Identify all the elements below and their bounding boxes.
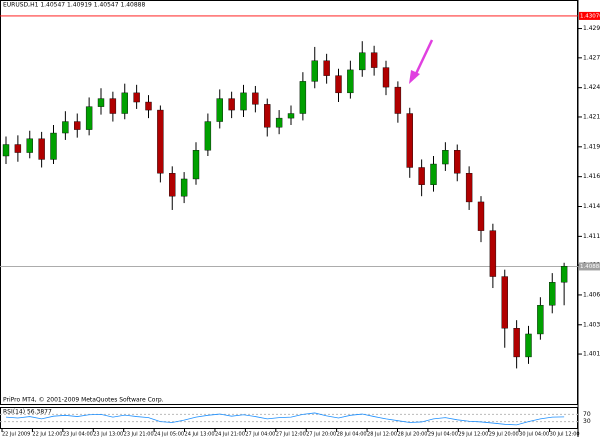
candle-body	[26, 138, 33, 153]
resistance-line-box	[579, 11, 600, 20]
x-tick-label: 24 Jul 21:00	[215, 432, 245, 437]
y-tick-label: 1.42705	[583, 54, 600, 61]
header: EURUSD,H1 1.40547 1.40919 1.40547 1.4088…	[3, 2, 145, 9]
candle-body	[109, 98, 117, 114]
candle-body	[489, 230, 497, 277]
x-tick-label: 27 Jul 04:00	[245, 432, 275, 437]
x-tick-label: 28 Jul 12:00	[367, 432, 397, 437]
x-tick-label: 29 Jul 12:00	[458, 432, 488, 437]
candle-body	[133, 92, 140, 103]
x-tick-label: 23 Jul 13:00	[93, 432, 123, 437]
main-frame	[0, 0, 578, 405]
rsi-tick-label: 70	[583, 411, 591, 418]
x-tick-label: 24 Jul 05:00	[154, 432, 184, 437]
candle-body	[216, 98, 223, 122]
x-tick-label: 23 Jul 21:00	[124, 432, 154, 437]
candle-body	[204, 121, 212, 151]
x-tick-label: 24 Jul 13:00	[185, 432, 215, 437]
x-tick-label: 30 Jul 04:00	[519, 432, 549, 437]
y-tick-label: 1.42445	[583, 84, 600, 91]
x-tick-label: 22 Jul 12:00	[32, 432, 62, 437]
x-tick-label: 27 Jul 20:00	[306, 432, 336, 437]
candle-body	[192, 150, 200, 180]
candle-body	[169, 173, 176, 197]
rsi-frame	[0, 407, 578, 429]
candle-body	[394, 86, 402, 114]
candle-body	[430, 163, 437, 185]
candle-body	[275, 117, 283, 128]
candle-body	[180, 178, 188, 197]
candle-body	[442, 150, 449, 165]
candle-body	[121, 92, 128, 114]
y-tick-label: 1.42190	[583, 113, 600, 120]
candle-body	[418, 167, 425, 185]
x-tick-label: 23 Jul 04:00	[63, 432, 93, 437]
candle-body	[501, 276, 508, 329]
candle-body	[406, 113, 413, 168]
candle-body	[382, 67, 390, 88]
candle-body	[74, 121, 81, 130]
candle-body	[335, 75, 342, 94]
candle-body	[287, 113, 295, 119]
candle-body	[299, 81, 307, 114]
candle-body	[359, 52, 366, 71]
footer: PriPro MT4, © 2001-2009 MetaQuotes Softw…	[3, 397, 164, 404]
x-tick-label: 27 Jul 12:00	[276, 432, 306, 437]
candle-body	[228, 98, 235, 111]
candle-body	[240, 92, 247, 111]
y-tick-label: 1.40380	[583, 321, 600, 328]
candle-body	[97, 98, 105, 107]
candle-body	[465, 173, 473, 203]
current-price-line-box	[579, 262, 600, 271]
y-tick-label: 1.41410	[583, 203, 600, 210]
current-price-line-label: 1.40888	[580, 264, 600, 270]
candle-body	[537, 305, 544, 335]
candle-body	[347, 69, 354, 94]
candle-body	[477, 201, 485, 231]
y-tick-label: 1.40125	[583, 351, 600, 358]
candle-body	[370, 52, 378, 68]
y-tick-label: 1.40640	[583, 291, 600, 298]
y-tick-label: 1.41670	[583, 173, 600, 180]
candle-body	[14, 144, 22, 153]
arrow	[409, 39, 434, 84]
x-tick-label: 30 Jul 12:00	[550, 432, 580, 437]
candle-body	[264, 104, 271, 128]
rsi-line	[5, 412, 565, 426]
candle-body	[525, 333, 532, 358]
x-tick-label: 28 Jul 20:00	[397, 432, 427, 437]
candle-body	[252, 92, 259, 105]
candle-body	[85, 106, 93, 130]
resistance-line-label: 1.43070	[580, 13, 600, 19]
candle-body	[323, 60, 330, 76]
candle-body	[549, 282, 556, 306]
candle-body	[62, 121, 69, 134]
rsi-tick-label: 30	[583, 418, 591, 425]
y-tick-label: 1.41930	[583, 143, 600, 150]
y-tick-label: 1.42960	[583, 25, 600, 32]
candle-body	[50, 132, 57, 160]
x-tick-label: 28 Jul 04:00	[337, 432, 367, 437]
candle-body	[560, 266, 568, 283]
candle-body	[454, 150, 461, 174]
candle-body	[145, 101, 152, 111]
x-tick-label: 29 Jul 20:00	[489, 432, 519, 437]
candle-body	[311, 60, 318, 82]
y-tick-label: 1.41150	[583, 233, 600, 240]
candle-body	[157, 109, 164, 174]
rsi-label: RSI(14) 56.3877	[3, 409, 52, 416]
candle-body	[38, 138, 45, 160]
x-tick-label: 22 Jul 2009	[2, 432, 30, 437]
candle-body	[513, 328, 520, 358]
x-tick-label: 29 Jul 04:00	[428, 432, 458, 437]
candle-body	[2, 144, 10, 157]
